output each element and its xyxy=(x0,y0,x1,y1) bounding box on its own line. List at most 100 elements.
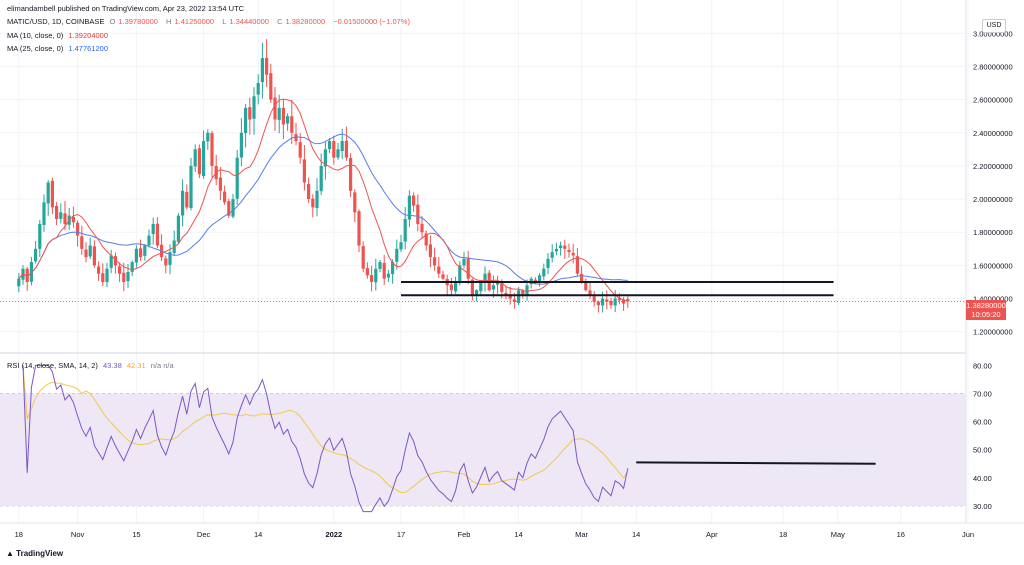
candle-body xyxy=(193,149,197,167)
candle-body xyxy=(454,281,458,292)
rsi-legend[interactable]: RSI (14, close, SMA, 14, 2) 43.38 42.31 … xyxy=(7,361,177,371)
candle-body xyxy=(365,268,369,276)
price-tick-label: 1.80000000 xyxy=(973,228,1013,237)
time-tick-label: 14 xyxy=(632,530,640,539)
ma10-value: 1.39204000 xyxy=(68,31,108,40)
candle-body xyxy=(92,246,96,266)
candle-body xyxy=(126,272,130,282)
candle-body xyxy=(349,157,353,191)
time-tick-label: 15 xyxy=(132,530,140,539)
last-price-tag: 1.38280000 10:05:20 xyxy=(966,300,1006,320)
candle-body xyxy=(374,268,378,283)
candle-body xyxy=(143,245,147,256)
last-price-value: 1.38280000 xyxy=(966,301,1006,310)
currency-button[interactable]: USD xyxy=(982,19,1006,33)
candle-body xyxy=(256,83,260,95)
candle-body xyxy=(412,195,416,206)
price-axis[interactable]: 3.00000000 2.80000000 2.60000000 2.40000000… xyxy=(973,29,1013,336)
candle-body xyxy=(80,236,84,249)
time-tick-label: 14 xyxy=(254,530,262,539)
tradingview-footer[interactable]: ▲ TradingView xyxy=(6,549,63,558)
candle-body xyxy=(433,257,437,266)
time-axis[interactable]: 18 Nov 15 Dec 14 2022 17 Feb 14 Mar 14 Apr 18 May 16 Ju… xyxy=(15,530,974,539)
candle-body xyxy=(571,252,575,256)
symbol-label[interactable]: MATIC/USD, 1D, COINBASE xyxy=(7,17,105,26)
candle-body xyxy=(50,180,54,208)
ma10-legend[interactable]: MA (10, close, 0) 1.39204000 xyxy=(7,31,111,41)
rsi-tick-label: 50.00 xyxy=(973,446,992,455)
trendlines xyxy=(401,280,876,465)
candle-body xyxy=(575,256,579,274)
candle-body xyxy=(391,262,395,275)
candle-body xyxy=(580,273,584,282)
candle-body xyxy=(542,268,546,277)
candle-body xyxy=(248,107,252,120)
candle-body xyxy=(294,134,298,142)
candle-body xyxy=(584,282,588,291)
candle-body xyxy=(134,248,138,263)
candle-body xyxy=(265,57,269,75)
price-tick-label: 1.60000000 xyxy=(973,261,1013,270)
candle-body xyxy=(378,262,382,269)
candle-body xyxy=(307,184,311,200)
candle-body xyxy=(596,301,600,306)
candle-body xyxy=(29,262,33,282)
candle-body xyxy=(470,279,474,296)
candle-body xyxy=(59,212,63,219)
rsi-line xyxy=(22,364,629,513)
candle-body xyxy=(521,290,525,296)
candle-body xyxy=(298,142,302,158)
candle-body xyxy=(504,292,508,296)
candle-body xyxy=(403,218,407,242)
candle-body xyxy=(353,192,357,213)
candle-body xyxy=(206,132,210,142)
candle-body xyxy=(218,177,222,191)
candle-body xyxy=(592,296,596,302)
time-tick-label: Mar xyxy=(575,530,588,539)
candle-body xyxy=(483,273,487,283)
candle-body xyxy=(588,290,592,296)
price-tick-label: 1.40000000 xyxy=(973,295,1013,304)
candle-body xyxy=(500,283,504,292)
time-tick-label: Nov xyxy=(71,530,85,539)
candle-body xyxy=(260,58,264,83)
candle-body xyxy=(76,222,80,236)
candle-body xyxy=(181,190,185,216)
candle-body xyxy=(223,191,227,203)
candle-body xyxy=(475,290,479,296)
candle-body xyxy=(42,202,46,226)
time-tick-label: 14 xyxy=(514,530,522,539)
candle-body xyxy=(210,133,214,166)
candle-body xyxy=(554,248,558,252)
candle-body xyxy=(231,199,235,217)
ma25-value: 1.47761200 xyxy=(68,44,108,53)
publisher-line: elimandambell published on TradingView.c… xyxy=(7,4,245,13)
candle-body xyxy=(290,116,294,133)
time-tick-label: Dec xyxy=(197,530,211,539)
candle-body xyxy=(130,262,134,272)
candle-body xyxy=(46,182,50,204)
candle-body xyxy=(17,278,21,287)
candle-body xyxy=(176,215,180,242)
rsi-value: 43.38 xyxy=(102,361,122,370)
candle-body xyxy=(336,149,340,158)
candle-body xyxy=(370,275,374,282)
candle-body xyxy=(546,258,550,268)
rsi-axis[interactable]: 80.00 70.00 60.00 50.00 40.00 30.00 xyxy=(973,361,992,511)
ma25-label: MA (25, close, 0) xyxy=(7,44,64,53)
candle-body xyxy=(538,275,542,283)
rsi-tick-label: 80.00 xyxy=(973,361,992,370)
candle-body xyxy=(466,258,470,279)
candle-body xyxy=(559,245,563,249)
candle-body xyxy=(105,268,109,283)
candle-body xyxy=(25,268,29,282)
time-tick-label: Jun xyxy=(962,530,974,539)
price-tick-label: 1.20000000 xyxy=(973,328,1013,337)
low-value: 1.34440000 xyxy=(229,17,269,26)
time-tick-label: Apr xyxy=(706,530,718,539)
ma25-legend[interactable]: MA (25, close, 0) 1.47761200 xyxy=(7,44,111,54)
candle-body xyxy=(302,159,306,183)
candle-body xyxy=(101,273,105,282)
candle-body xyxy=(382,263,386,279)
